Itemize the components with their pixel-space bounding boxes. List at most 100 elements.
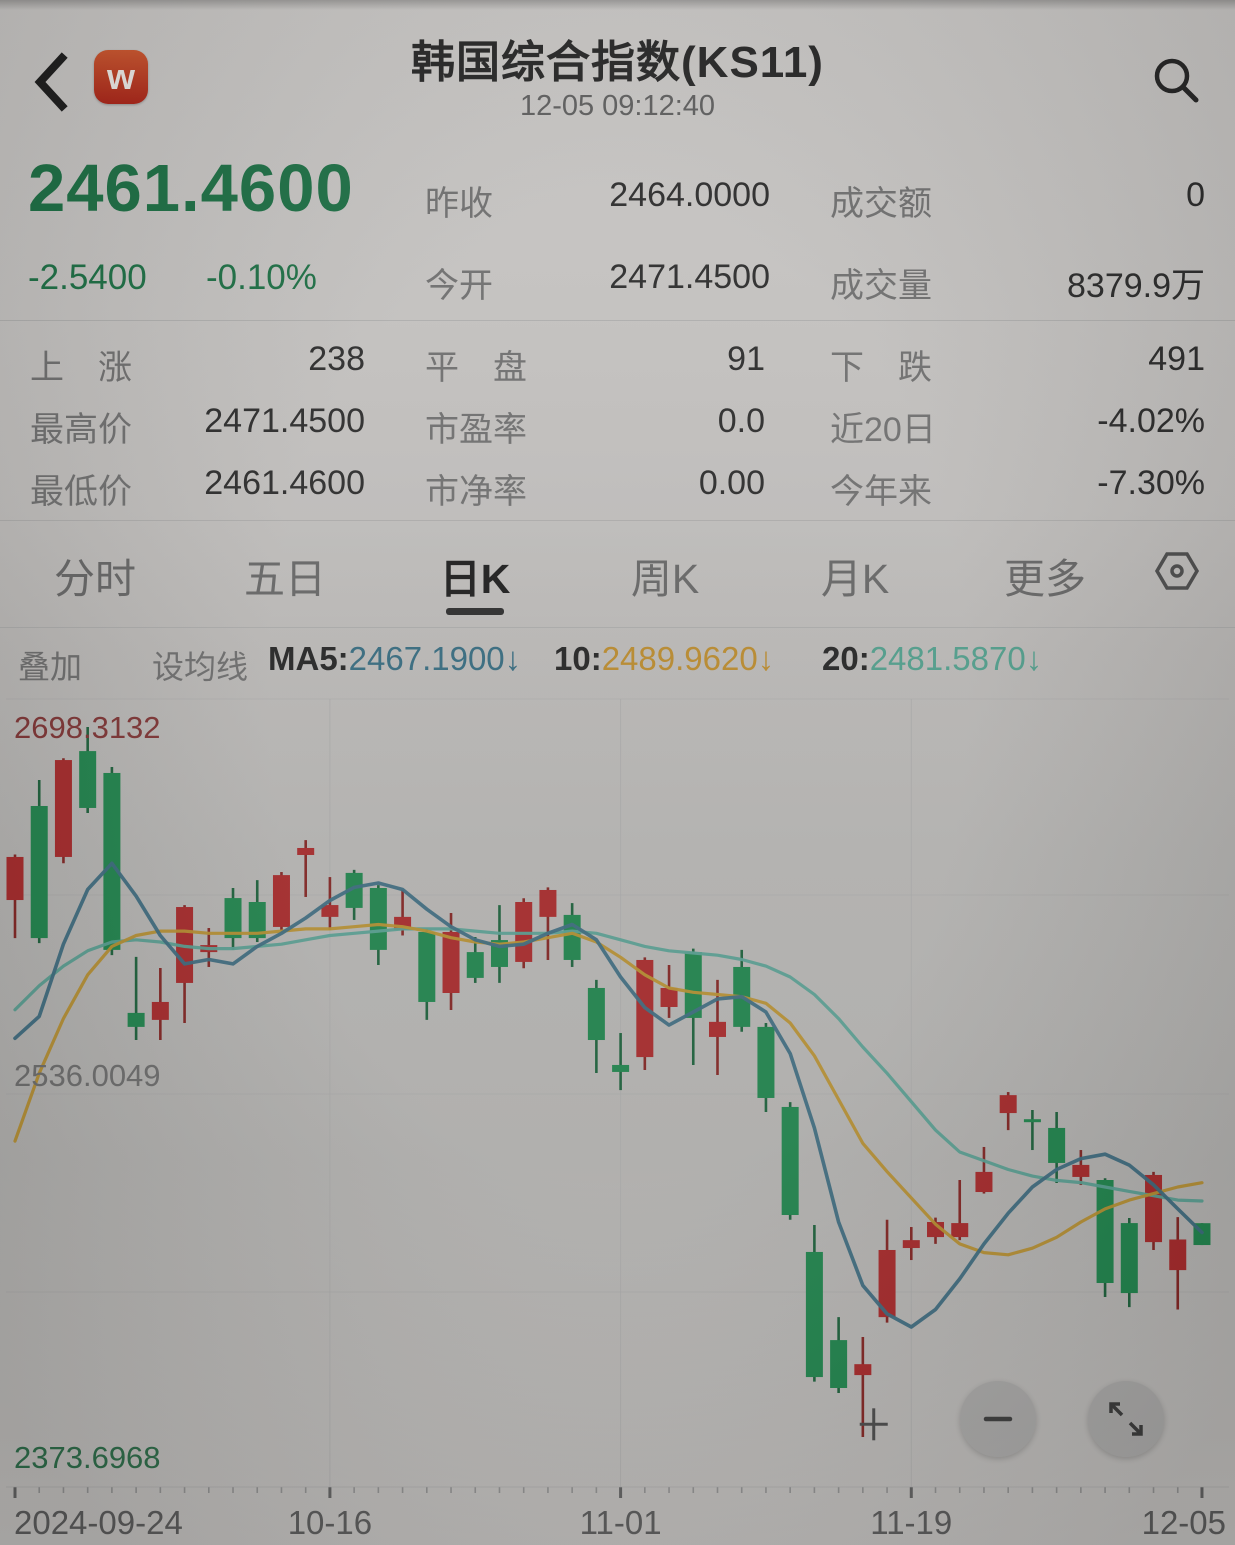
minus-icon	[983, 1416, 1013, 1422]
expand-arrows-icon	[1109, 1402, 1143, 1436]
quote-value: 2471.4500	[609, 258, 770, 296]
candle-body	[1096, 1179, 1114, 1284]
ma-value: 2489.9620↓	[601, 640, 775, 677]
quote-label: 今开	[425, 267, 493, 305]
zoom-out-button[interactable]	[960, 1381, 1036, 1457]
price-change: -2.5400	[28, 258, 147, 297]
quote-timestamp: 12-05 09:12:40	[519, 90, 716, 122]
candle-body	[660, 987, 678, 1007]
quote-label: 成交量	[830, 267, 932, 305]
tab-更多[interactable]: 更多	[1004, 556, 1086, 602]
candle-body	[951, 1223, 969, 1238]
last-price: 2461.4600	[28, 151, 354, 226]
quote-label: 昨收	[425, 185, 493, 223]
overlay-button[interactable]: 叠加	[18, 649, 83, 685]
stat-value: 0.00	[698, 464, 765, 502]
ma-value: 2481.5870↓	[869, 640, 1043, 677]
search-icon[interactable]	[1146, 50, 1206, 110]
candle-body	[878, 1249, 896, 1318]
candle-body	[684, 952, 702, 1018]
candle-body	[1023, 1119, 1041, 1123]
candle-body	[79, 751, 97, 808]
date-tick-label: 10-16	[287, 1504, 373, 1541]
ma-segment: MA5:2467.1900↓	[268, 640, 521, 678]
tab-月K[interactable]: 月K	[820, 556, 890, 602]
date-tick-label: 11-19	[870, 1504, 953, 1541]
quote-label: 成交额	[830, 185, 932, 223]
candle-body	[1048, 1127, 1066, 1163]
candle-body	[6, 856, 24, 901]
candle-body	[30, 805, 48, 939]
candle-body	[418, 931, 436, 1002]
ma-label: 10:	[554, 640, 602, 677]
candle-body	[539, 889, 557, 917]
candle-body	[805, 1251, 823, 1378]
stat-label: 市盈率	[425, 411, 527, 449]
stat-label: 最高价	[30, 411, 132, 449]
candle-body	[248, 902, 266, 939]
stat-value: 0.0	[717, 402, 765, 440]
ma-value: 2467.1900↓	[348, 640, 522, 677]
stat-label: 市净率	[425, 473, 527, 511]
candle-body	[975, 1171, 993, 1193]
candle-body	[830, 1340, 848, 1388]
candle-body	[272, 875, 290, 927]
candle-body	[999, 1095, 1017, 1114]
candle-body	[902, 1240, 920, 1249]
tab-分时[interactable]: 分时	[54, 556, 136, 602]
tab-日K[interactable]: 日K	[439, 556, 511, 602]
candle-body	[757, 1026, 775, 1098]
candle-body	[151, 1001, 169, 1020]
price-change-pct: -0.10%	[206, 258, 317, 297]
selected-tab-underline	[446, 608, 504, 615]
wind-app-logo: w	[94, 50, 148, 104]
candle-body	[587, 987, 605, 1041]
candle-body	[466, 952, 484, 978]
ma-line-ma5	[13, 861, 1204, 1329]
fullscreen-button[interactable]	[1088, 1381, 1164, 1457]
stat-label: 平 盘	[425, 349, 527, 387]
candle-body	[54, 760, 72, 857]
ma-label: MA5:	[268, 640, 349, 677]
candle-body	[103, 772, 121, 950]
stat-value: 2461.4600	[204, 464, 365, 502]
candle-body	[781, 1106, 799, 1215]
tab-五日[interactable]: 五日	[244, 556, 326, 602]
candle-body	[127, 1012, 145, 1027]
candle-body	[1169, 1239, 1187, 1271]
date-tick-label: 11-01	[579, 1504, 662, 1541]
candle-body	[1072, 1164, 1090, 1177]
ma-line-ma20	[13, 927, 1204, 1203]
stat-value: 238	[308, 340, 365, 378]
quote-value: 0	[1186, 176, 1205, 214]
candle-body	[563, 914, 581, 960]
set-ma-button[interactable]: 设均线	[152, 649, 249, 685]
stat-label: 上 涨	[30, 349, 132, 387]
candlestick-chart[interactable]	[0, 695, 1235, 1545]
stat-label: 最低价	[30, 473, 132, 511]
candle-body	[224, 898, 242, 939]
stat-label: 下 跌	[830, 349, 932, 387]
quote-value: 8379.9万	[1067, 267, 1205, 305]
stat-value: 91	[727, 340, 765, 378]
candle-body	[612, 1064, 630, 1072]
ma-line-ma10	[13, 922, 1204, 1257]
stat-value: -4.02%	[1097, 402, 1205, 440]
back-icon[interactable]	[30, 50, 74, 114]
candle-body	[854, 1364, 872, 1376]
candle-body	[345, 872, 363, 908]
candle-body	[708, 1021, 726, 1037]
stat-value: 491	[1148, 340, 1205, 378]
chart-settings-icon[interactable]	[1152, 546, 1202, 596]
candle-body	[442, 931, 460, 993]
candle-body	[297, 847, 315, 855]
price-level-label: 2373.6968	[14, 1440, 161, 1475]
candle-body	[369, 888, 387, 950]
ma-segment: 10:2489.9620↓	[554, 640, 774, 678]
stat-value: 2471.4500	[204, 402, 365, 440]
tab-周K[interactable]: 周K	[630, 556, 700, 602]
candle-body	[1120, 1223, 1138, 1294]
date-tick-label: 12-05	[1141, 1504, 1226, 1541]
stat-value: -7.30%	[1097, 464, 1205, 502]
